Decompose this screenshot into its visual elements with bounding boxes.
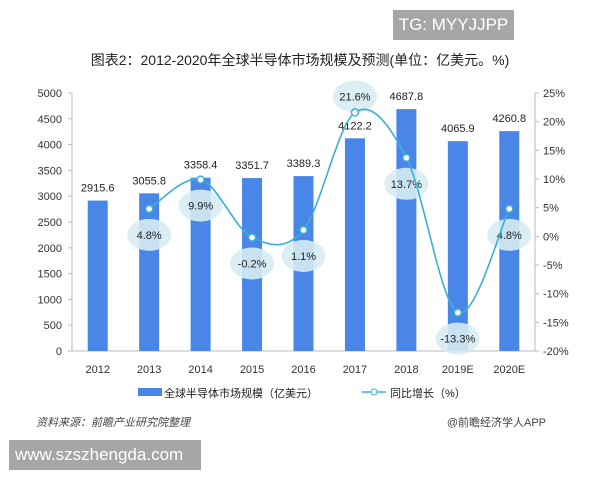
x-tick-label: 2017 (343, 364, 367, 376)
growth-label-bubble (178, 189, 223, 222)
growth-label: 1.1% (291, 251, 316, 263)
bar-label: 4260.8 (492, 113, 526, 125)
publisher: @前瞻经济学人APP (446, 417, 546, 429)
x-tick-label: 2020E (493, 364, 525, 376)
legend-bar-swatch (138, 388, 162, 396)
left-tick-label: 4000 (38, 140, 62, 152)
x-tick-label: 2014 (188, 364, 212, 376)
growth-label: -0.2% (238, 258, 267, 270)
chart: 0 500 1000 1500 2000 2500 3000 3500 4000 4500 5000… (38, 80, 569, 400)
bar-label: 4687.8 (390, 91, 424, 103)
growth-point (402, 153, 411, 163)
x-tick-label: 2018 (394, 364, 418, 376)
x-tick-label: 2012 (85, 364, 109, 376)
left-tick-label: 2000 (38, 243, 62, 255)
legend-bar-label: 全球半导体市场规模（亿美元） (164, 386, 318, 400)
growth-label: 21.6% (339, 91, 370, 103)
growth-point (144, 204, 154, 214)
growth-point (196, 175, 205, 184)
growth-label: 4.8% (137, 230, 162, 242)
right-tick-label: -20% (543, 346, 569, 358)
growth-point (299, 225, 308, 235)
bar (87, 200, 108, 351)
growth-point (453, 308, 463, 317)
bar-label: 3055.8 (132, 175, 166, 187)
growth-point (247, 233, 257, 242)
x-tick-label: 2013 (137, 364, 161, 376)
x-tick-label: 2015 (240, 364, 264, 376)
right-tick-label: -5% (543, 260, 563, 272)
legend-line-marker (370, 388, 378, 396)
growth-label-bubble (487, 218, 532, 251)
right-tick-label: -15% (543, 317, 569, 329)
bar-label: 3358.4 (184, 160, 218, 172)
growth-label: 9.9% (188, 201, 213, 213)
left-tick-label: 0 (56, 346, 62, 358)
growth-point (505, 204, 514, 214)
bar (139, 193, 160, 351)
left-tick-label: 1500 (38, 269, 62, 281)
bar-label: 4065.9 (441, 123, 475, 135)
growth-label-bubble (281, 240, 326, 273)
left-tick-label: 2500 (38, 217, 62, 229)
growth-label-bubble (332, 80, 377, 113)
right-tick-label: 20% (543, 117, 565, 129)
growth-point (350, 108, 360, 117)
legend-line-label: 同比增长（%） (390, 386, 466, 400)
growth-label: -13.3% (440, 334, 475, 346)
left-tick-label: 4500 (38, 114, 62, 126)
bar-label: 3389.3 (287, 158, 321, 170)
source-note: 资料来源：前瞻产业研究院整理 (36, 417, 190, 429)
right-tick-label: 5% (543, 203, 559, 215)
growth-label: 4.8% (497, 230, 522, 242)
right-tick-label: 15% (543, 145, 565, 157)
growth-label-bubble (435, 322, 480, 355)
x-tick-label: 2016 (291, 364, 315, 376)
bar (344, 138, 365, 351)
bar-label: 3351.7 (235, 160, 269, 172)
growth-label-bubble (127, 218, 172, 251)
right-tick-label: 10% (543, 174, 565, 186)
left-tick-label: 5000 (38, 88, 62, 100)
x-tick-label: 2019E (442, 364, 474, 376)
growth-label: 13.7% (391, 179, 422, 191)
right-tick-label: 25% (543, 88, 565, 100)
right-tick-label: 0% (543, 231, 559, 243)
left-tick-label: 3000 (38, 191, 62, 203)
watermark-bottom: www.szszhengda.com (9, 440, 201, 470)
right-tick-label: -10% (543, 289, 569, 301)
bar (447, 141, 468, 351)
watermark-top: TG: MYYJJPP (393, 10, 514, 40)
chart-title: 图表2：2012-2020年全球半导体市场规模及预测(单位：亿美元。%) (90, 52, 510, 68)
left-tick-label: 3500 (38, 165, 62, 177)
growth-label-bubble (230, 247, 275, 280)
left-tick-label: 1000 (38, 294, 62, 306)
bar-label: 2915.6 (81, 183, 115, 195)
left-tick-label: 500 (44, 320, 62, 332)
